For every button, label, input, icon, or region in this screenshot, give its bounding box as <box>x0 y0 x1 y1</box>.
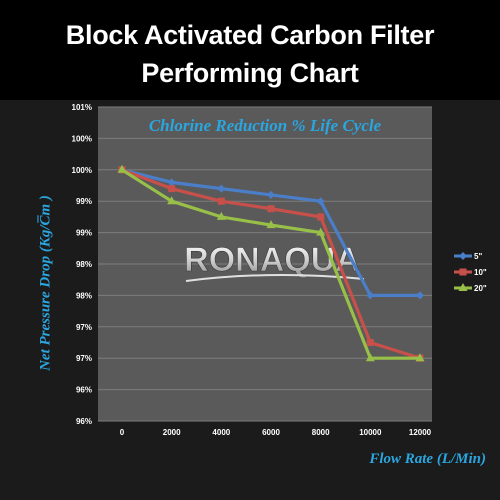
data-point <box>217 197 225 205</box>
y-tick-label: 97% <box>76 354 92 363</box>
legend-label: 10" <box>474 268 487 277</box>
x-axis-label: Flow Rate (L/Min) <box>369 451 486 467</box>
series-group <box>117 164 425 362</box>
data-point <box>415 353 425 362</box>
y-tick-label: 96% <box>76 386 92 395</box>
data-point <box>168 185 176 193</box>
y-tick-label: 100% <box>72 166 92 175</box>
y-tick-label: 100% <box>72 134 92 143</box>
data-point <box>366 291 375 300</box>
x-tick-label: 0 <box>120 428 125 437</box>
x-tick-label: 2000 <box>163 428 181 437</box>
x-tick-label: 10000 <box>359 428 382 437</box>
data-point <box>459 268 467 276</box>
y-tick-label: 99% <box>76 197 92 206</box>
series-5-inch <box>118 165 424 300</box>
data-point <box>216 211 226 220</box>
watermark-swoosh <box>185 273 365 282</box>
data-point <box>217 184 226 193</box>
data-point <box>416 291 424 300</box>
y-tick-label: 97% <box>76 323 92 332</box>
data-point <box>366 339 374 346</box>
data-point <box>365 353 375 362</box>
data-point <box>316 227 326 236</box>
x-tick-label: 4000 <box>212 428 230 437</box>
header: Block Activated Carbon Filter Performing… <box>0 0 500 100</box>
data-point <box>267 190 275 199</box>
legend-item: 5" <box>454 252 482 261</box>
y-tick-label: 96% <box>76 417 92 426</box>
data-point <box>167 178 176 187</box>
data-point <box>317 213 325 221</box>
series-20-inch <box>117 164 425 362</box>
y-tick-label: 98% <box>76 291 92 300</box>
legend-item: 10" <box>454 268 487 277</box>
y-tick-label: 98% <box>76 260 92 269</box>
data-point <box>459 252 467 260</box>
y-tick-label: 99% <box>76 229 92 238</box>
x-tick-labels: 0 2000 4000 6000 8000 10000 12000 <box>120 428 432 437</box>
data-point <box>266 220 276 229</box>
y-tick-labels: 96% 96% 97% 97% 98% 98% 99% 99% 100% 100% 101% <box>72 103 92 426</box>
data-point <box>458 283 468 291</box>
legend-item: 20" <box>454 283 487 293</box>
x-tick-label: 8000 <box>312 428 330 437</box>
page-title-line2: Performing Chart <box>141 58 359 88</box>
x-tick-label: 6000 <box>262 428 280 437</box>
data-point <box>267 205 275 213</box>
y-axis-label: Net Pressure Drop (Kg/C̅m ) <box>37 195 54 371</box>
data-point <box>167 196 177 205</box>
chart-title: Chlorine Reduction % Life Cycle <box>149 116 382 135</box>
x-tick-label: 12000 <box>409 428 432 437</box>
legend: 5" 10" 20" <box>454 252 487 293</box>
data-point <box>316 197 325 206</box>
gridlines <box>98 106 432 422</box>
page-title-line1: Block Activated Carbon Filter <box>65 20 435 50</box>
legend-label: 20" <box>474 284 487 293</box>
legend-label: 5" <box>474 252 482 261</box>
y-tick-label: 101% <box>72 103 92 112</box>
data-point <box>117 164 127 173</box>
